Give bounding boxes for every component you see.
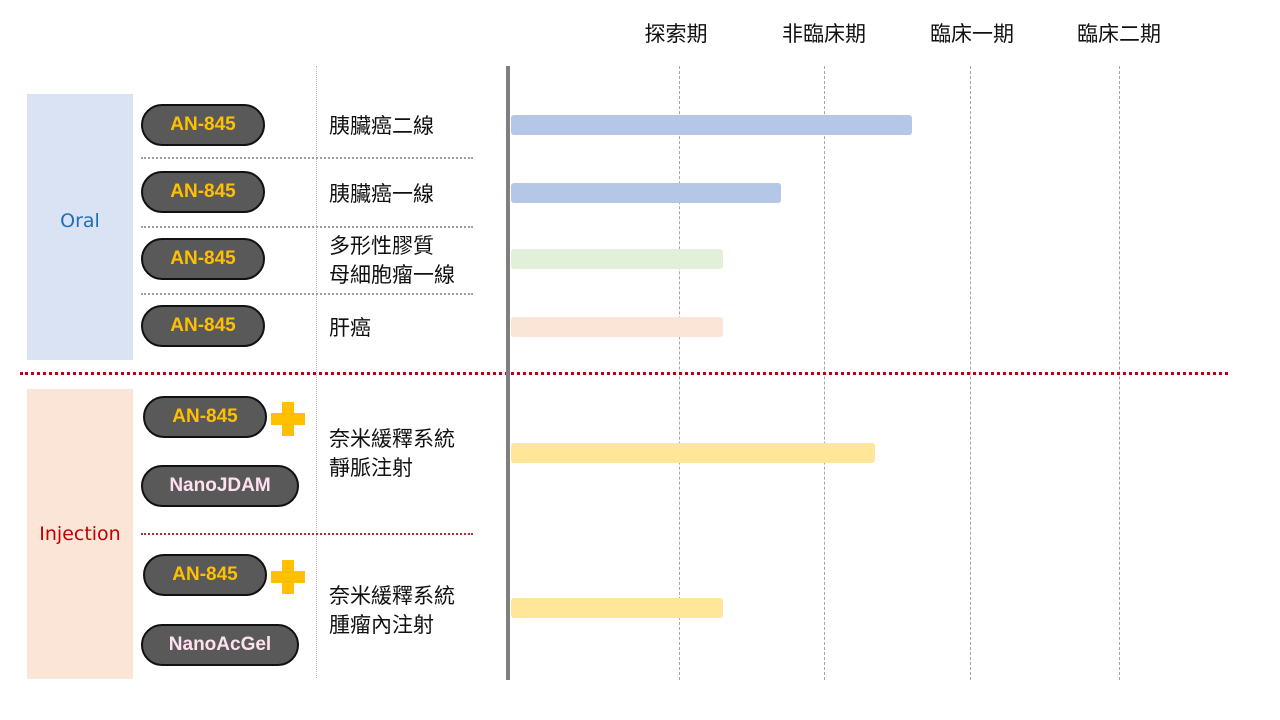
- drug-pill: AN-845: [141, 171, 265, 213]
- progress-bar: [511, 443, 876, 463]
- group-box-oral: [27, 94, 133, 360]
- group-divider: [20, 372, 1228, 375]
- drug-pill: AN-845: [141, 238, 265, 280]
- drug-pill: AN-845: [141, 305, 265, 347]
- group-label: Injection: [39, 523, 121, 545]
- indication-label: 奈米緩釋系統 靜脈注射: [329, 427, 455, 480]
- row-divider: [141, 226, 473, 228]
- row-divider: [141, 157, 473, 159]
- phase-header-1: 探索期: [644, 22, 708, 46]
- phase-header-2: 非臨床期: [782, 22, 866, 46]
- plus-icon: [271, 560, 305, 594]
- chart-baseline: [506, 66, 510, 680]
- drug-pill: AN-845: [141, 104, 265, 146]
- row-divider: [141, 293, 473, 295]
- progress-bar: [511, 249, 723, 269]
- drug-pill: NanoJDAM: [141, 465, 299, 507]
- group-box-injection: [27, 389, 133, 679]
- drug-pill: NanoAcGel: [141, 624, 299, 666]
- indication-label: 多形性膠質 母細胞瘤一線: [329, 234, 455, 287]
- progress-bar: [511, 183, 781, 203]
- phase-header-4: 臨床二期: [1077, 22, 1161, 46]
- group-label: Oral: [60, 210, 100, 232]
- drug-pill: AN-845: [143, 554, 267, 596]
- progress-bar: [511, 317, 723, 337]
- drug-pill: AN-845: [143, 396, 267, 438]
- indication-label: 肝癌: [329, 316, 371, 340]
- phase-header-3: 臨床一期: [930, 22, 1014, 46]
- plus-icon: [271, 402, 305, 436]
- progress-bar: [511, 115, 912, 135]
- row-divider: [141, 533, 473, 535]
- indication-label: 胰臟癌一線: [329, 182, 434, 206]
- indication-label: 奈米緩釋系統 腫瘤內注射: [329, 584, 455, 637]
- indication-label: 胰臟癌二線: [329, 114, 434, 138]
- progress-bar: [511, 598, 723, 618]
